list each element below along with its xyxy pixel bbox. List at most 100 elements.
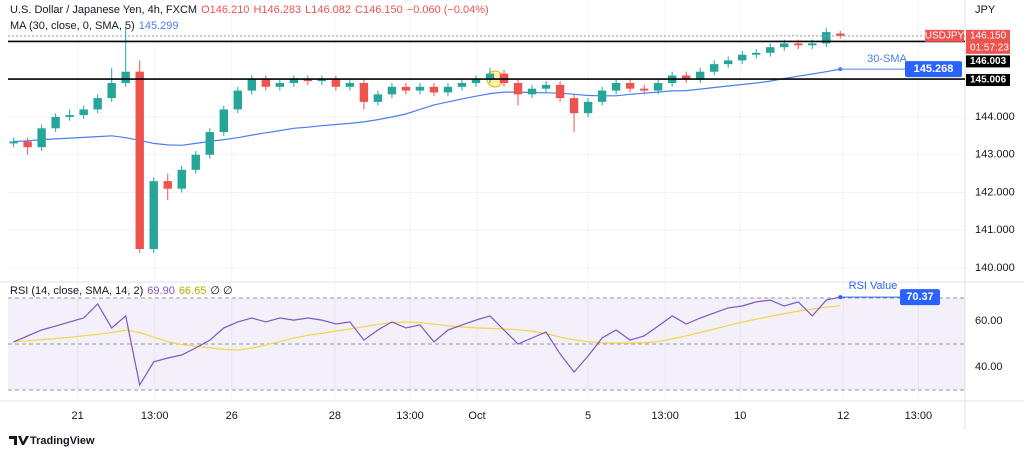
x-tick-label: 13:00 xyxy=(651,410,679,422)
candle-body xyxy=(401,86,411,91)
candle-body xyxy=(625,83,635,89)
x-tick-label: 26 xyxy=(226,410,238,422)
y-tick-label: 140.000 xyxy=(975,262,1015,274)
y-tick-label: 143.000 xyxy=(975,149,1015,161)
candle-body xyxy=(23,141,32,148)
ma-legend: MA (30, close, 0, SMA, 5) 145.299 xyxy=(10,20,178,32)
candle-body xyxy=(527,88,537,95)
candle-body xyxy=(597,90,607,102)
ohlc-value: O146.210 xyxy=(201,4,249,16)
candle-body xyxy=(191,154,200,170)
ma-legend-name: MA (30, close, 0, SMA, 5) xyxy=(10,20,135,32)
ohlc-value: C146.150 xyxy=(355,4,403,16)
candle-body xyxy=(752,52,761,55)
x-tick-label: 28 xyxy=(329,410,341,422)
candle-body xyxy=(611,83,621,91)
candle-body xyxy=(121,71,130,84)
y-tick-label: 142.000 xyxy=(975,186,1015,198)
candle-body xyxy=(331,79,341,87)
candle-body xyxy=(457,83,467,87)
candle-body xyxy=(695,71,705,80)
candle-body xyxy=(766,47,775,53)
rsi-legend-value: ∅ ∅ xyxy=(210,285,232,297)
symbol-tag-bg xyxy=(925,29,964,42)
candle-body xyxy=(653,83,663,91)
candle-body xyxy=(275,83,285,87)
candle-body xyxy=(303,79,313,82)
last-price-tag-bg xyxy=(966,29,1010,54)
last-price-tag: 146.150 xyxy=(970,30,1007,41)
x-tick-label: 10 xyxy=(734,410,746,422)
candle-body xyxy=(177,169,186,189)
candle-body xyxy=(429,86,439,93)
x-tick-label: 13:00 xyxy=(905,410,933,422)
candle-body xyxy=(149,181,158,250)
candle-body xyxy=(471,79,481,84)
y-tick-label: 144.000 xyxy=(975,111,1015,123)
rsi-legend-name: RSI (14, close, SMA, 14, 2) xyxy=(10,285,143,297)
level-tag-bg xyxy=(966,55,1010,68)
ma-line xyxy=(13,68,841,146)
candle-body xyxy=(261,79,271,87)
candle-body xyxy=(639,88,649,91)
candle-body xyxy=(513,83,523,95)
footer-brand: TradingView xyxy=(30,435,95,447)
level-tag-bg xyxy=(966,74,1010,87)
rsi-legend-value: 66.65 xyxy=(179,285,207,297)
ma-tag: 145.268 xyxy=(914,63,954,75)
candle-body xyxy=(794,43,803,46)
candle-body xyxy=(485,73,495,80)
candle-body xyxy=(205,132,214,155)
candle-body xyxy=(541,84,551,89)
candle-body xyxy=(79,109,88,116)
rsi-annotation: RSI Value xyxy=(849,280,898,292)
candle-body xyxy=(780,43,789,48)
candle-body xyxy=(443,86,453,93)
rsi-tick-label: 60.00 xyxy=(975,315,1003,327)
ma-annotation: 30-SMA xyxy=(867,53,907,65)
x-tick-label: 5 xyxy=(585,410,591,422)
x-tick-label: 21 xyxy=(72,410,84,422)
candle-body xyxy=(723,60,733,65)
ma-legend-value: 145.299 xyxy=(139,20,179,32)
rsi-tick-label: 40.00 xyxy=(975,361,1003,373)
candle-body xyxy=(738,54,747,61)
candle-body xyxy=(9,141,18,144)
countdown: 01:57:23 xyxy=(970,42,1009,53)
candle-body xyxy=(247,79,257,91)
ohlc-value: L146.082 xyxy=(305,4,351,16)
candle-body xyxy=(387,86,397,95)
candle-body xyxy=(415,86,425,91)
candle-body xyxy=(359,83,369,102)
candle-body xyxy=(555,84,565,99)
y-tick-label: 141.000 xyxy=(975,224,1015,236)
candle-body xyxy=(822,32,831,44)
rsi-legend: RSI (14, close, SMA, 14, 2) 69.90 66.65 ∅ ∅ xyxy=(10,285,233,297)
ohlc-value: −0.060 (−0.04%) xyxy=(407,4,489,16)
symbol-tag: USDJPY xyxy=(925,30,965,41)
ohlc-value: H146.283 xyxy=(253,4,301,16)
candle-body xyxy=(65,115,74,117)
x-tick-label: 13:00 xyxy=(141,410,169,422)
candle-body xyxy=(107,83,116,99)
candle-body xyxy=(37,128,46,148)
symbol-name: U.S. Dollar / Japanese Yen, 4h, FXCM xyxy=(10,4,197,16)
candle-body xyxy=(289,79,299,84)
candle-body xyxy=(317,79,327,82)
rsi-line xyxy=(13,296,841,387)
level-tag: 145.006 xyxy=(970,75,1007,86)
rsi-sma-line xyxy=(13,305,841,351)
logo-mark xyxy=(9,436,29,445)
candle-body xyxy=(583,101,593,114)
candle-body xyxy=(135,71,144,250)
ma-tag-bg xyxy=(905,61,962,78)
candle-body xyxy=(709,64,719,72)
symbol-legend: U.S. Dollar / Japanese Yen, 4h, FXCM O146… xyxy=(10,4,489,16)
x-tick-label: 12 xyxy=(837,410,849,422)
candle-body xyxy=(808,43,817,46)
level-tag: 146.003 xyxy=(970,56,1007,67)
